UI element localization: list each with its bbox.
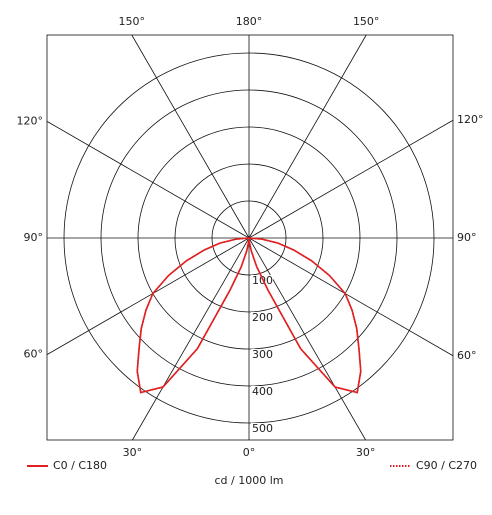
angle-label: 150° xyxy=(119,15,146,28)
spoke xyxy=(248,34,367,239)
grid-circle xyxy=(137,126,361,350)
spoke xyxy=(131,34,250,239)
plot-frame xyxy=(46,34,454,441)
angle-label: 0° xyxy=(243,446,256,459)
angle-label: 30° xyxy=(123,446,143,459)
spoke xyxy=(248,237,366,441)
grid-circle xyxy=(174,163,324,313)
tick-label-bg xyxy=(251,275,273,287)
tick-label-bg xyxy=(251,349,273,361)
r-tick-label: 400 xyxy=(252,385,273,398)
angle-label: 120° xyxy=(17,114,44,127)
spoke xyxy=(132,237,250,441)
angle-label: 150° xyxy=(353,15,380,28)
axis-label: cd / 1000 lm xyxy=(215,474,284,487)
angle-label: 90° xyxy=(457,231,477,244)
tick-label-bg xyxy=(251,423,273,435)
angle-label: 120° xyxy=(457,113,484,126)
angle-label: 90° xyxy=(24,231,44,244)
r-tick-label: 500 xyxy=(252,422,273,435)
spoke xyxy=(248,119,454,239)
angle-label: 60° xyxy=(457,349,477,362)
r-tick-label: 200 xyxy=(252,311,273,324)
legend-label: C0 / C180 xyxy=(53,459,107,472)
r-tick-label: 300 xyxy=(252,348,273,361)
grid-circle xyxy=(63,52,435,424)
angle-label: 30° xyxy=(356,446,376,459)
angle-label: 60° xyxy=(24,348,44,361)
angle-label: 180° xyxy=(236,15,263,28)
spoke xyxy=(46,237,250,355)
spoke xyxy=(46,121,250,239)
grid-circle xyxy=(211,200,287,276)
legend-label: C90 / C270 xyxy=(416,459,477,472)
spoke xyxy=(248,237,454,357)
tick-label-bg xyxy=(251,312,273,324)
tick-label-bg xyxy=(251,386,273,398)
grid-circle xyxy=(100,89,398,387)
intensity-curve xyxy=(136,237,362,394)
